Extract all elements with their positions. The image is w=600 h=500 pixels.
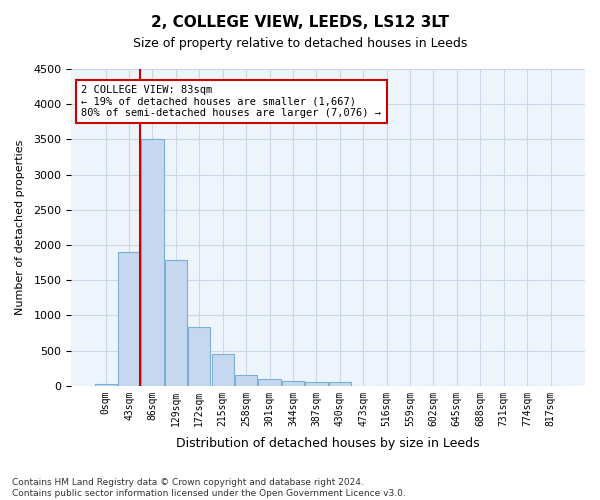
Text: Size of property relative to detached houses in Leeds: Size of property relative to detached ho… xyxy=(133,38,467,51)
Bar xyxy=(329,382,351,386)
Text: 2, COLLEGE VIEW, LEEDS, LS12 3LT: 2, COLLEGE VIEW, LEEDS, LS12 3LT xyxy=(151,15,449,30)
Bar xyxy=(259,378,281,386)
Bar xyxy=(165,260,187,386)
Bar xyxy=(142,140,164,386)
Text: Contains HM Land Registry data © Crown copyright and database right 2024.
Contai: Contains HM Land Registry data © Crown c… xyxy=(12,478,406,498)
Bar xyxy=(118,252,140,386)
Bar xyxy=(95,384,117,386)
Bar xyxy=(305,382,328,386)
Bar xyxy=(188,326,211,386)
X-axis label: Distribution of detached houses by size in Leeds: Distribution of detached houses by size … xyxy=(176,437,480,450)
Bar xyxy=(212,354,234,386)
Bar xyxy=(282,381,304,386)
Bar xyxy=(235,374,257,386)
Y-axis label: Number of detached properties: Number of detached properties xyxy=(15,140,25,315)
Text: 2 COLLEGE VIEW: 83sqm
← 19% of detached houses are smaller (1,667)
80% of semi-d: 2 COLLEGE VIEW: 83sqm ← 19% of detached … xyxy=(82,85,382,118)
